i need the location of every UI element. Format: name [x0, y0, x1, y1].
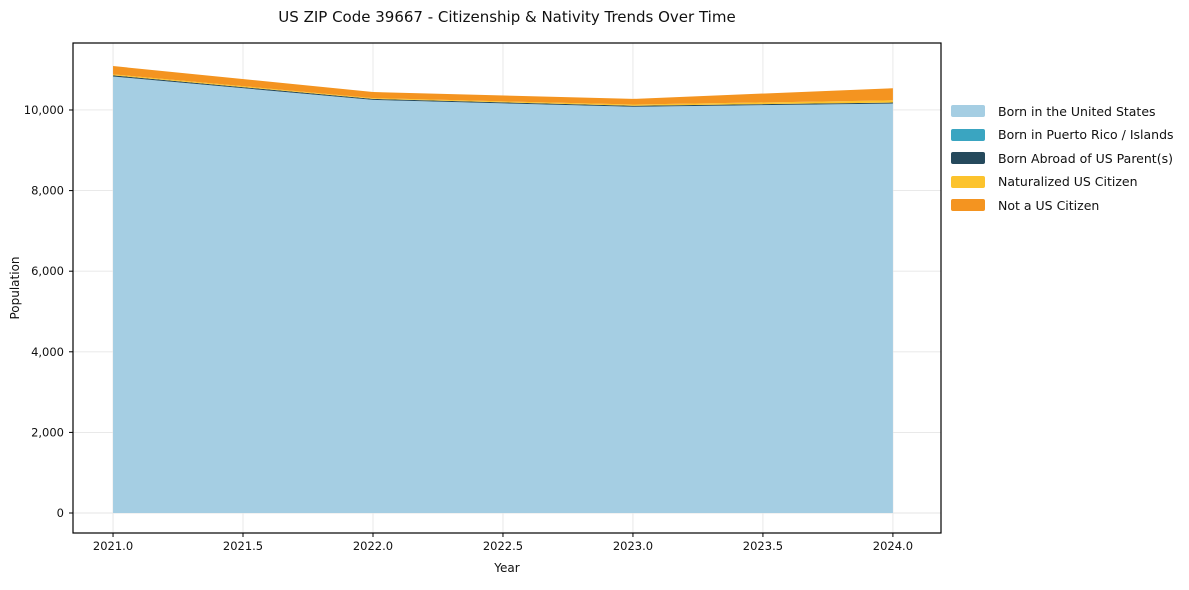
legend-label: Born in Puerto Rico / Islands: [998, 127, 1174, 142]
legend-label: Born Abroad of US Parent(s): [998, 150, 1173, 166]
plot-border: [72, 42, 942, 534]
y-tick-label: 4,000: [31, 345, 64, 359]
x-tick-label: 2021.5: [223, 539, 263, 553]
legend-item: Naturalized US Citizen: [951, 173, 1174, 191]
chart-title: US ZIP Code 39667 - Citizenship & Nativi…: [278, 8, 736, 26]
area-series-2: [113, 75, 893, 107]
legend-swatch: [951, 152, 985, 164]
legend-item: Born Abroad of US Parent(s): [951, 149, 1174, 167]
legend-swatch: [951, 199, 985, 211]
x-tick-label: 2023.0: [613, 539, 653, 553]
legend-item: Born in Puerto Rico / Islands: [951, 126, 1174, 144]
x-tick-label: 2024.0: [873, 539, 913, 553]
y-tick-label: 8,000: [31, 184, 64, 198]
legend-label: Born in the United States: [998, 103, 1156, 119]
legend: Born in the United States Born in Puerto …: [951, 102, 1174, 214]
y-tick-label: 10,000: [24, 103, 64, 117]
legend-label: Not a US Citizen: [998, 197, 1100, 213]
legend-swatch: [951, 105, 985, 117]
y-tick-label: 2,000: [31, 425, 64, 439]
area-series-0: [113, 76, 893, 514]
y-tick-label: 6,000: [31, 264, 64, 278]
area-series-3: [113, 74, 893, 106]
legend-item: Not a US Citizen: [951, 196, 1174, 214]
x-tick-label: 2023.5: [743, 539, 783, 553]
x-tick-label: 2021.0: [93, 539, 133, 553]
legend-item: Born in the United States: [951, 102, 1174, 120]
y-tick-label: 0: [57, 506, 64, 520]
legend-swatch: [951, 175, 985, 188]
area-series-4: [113, 66, 893, 105]
y-axis-label: Population: [8, 256, 22, 320]
x-tick-label: 2022.5: [483, 539, 523, 553]
x-tick-label: 2022.0: [353, 539, 393, 553]
x-axis-label: Year: [494, 561, 520, 575]
legend-label: Naturalized US Citizen: [998, 174, 1138, 189]
legend-swatch: [951, 128, 985, 141]
